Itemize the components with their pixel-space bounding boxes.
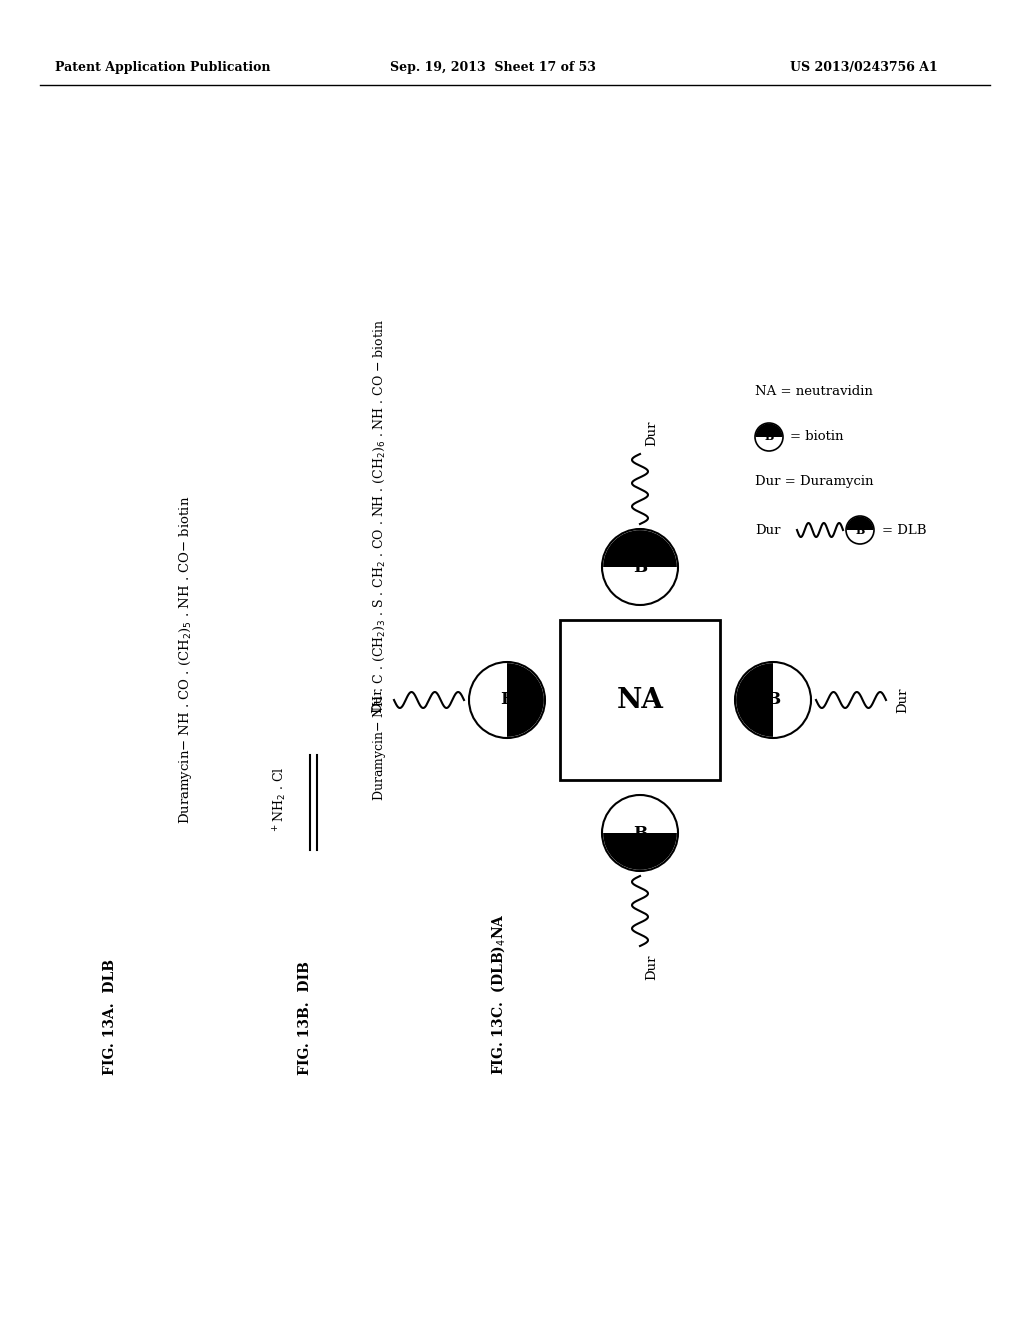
Wedge shape bbox=[603, 833, 677, 870]
Text: Sep. 19, 2013  Sheet 17 of 53: Sep. 19, 2013 Sheet 17 of 53 bbox=[390, 62, 596, 74]
Wedge shape bbox=[847, 516, 873, 531]
Bar bbox=[560, 620, 720, 780]
Text: US 2013/0243756 A1: US 2013/0243756 A1 bbox=[790, 62, 938, 74]
Text: B: B bbox=[633, 825, 647, 842]
Text: B: B bbox=[855, 524, 864, 536]
Text: $^+$NH$_2$ . Cl: $^+$NH$_2$ . Cl bbox=[271, 767, 289, 833]
Text: B: B bbox=[500, 692, 514, 709]
Circle shape bbox=[602, 529, 678, 605]
Text: FIG. 13B.  DIB: FIG. 13B. DIB bbox=[298, 961, 312, 1074]
Text: Dur = Duramycin: Dur = Duramycin bbox=[755, 475, 873, 488]
Text: Dur: Dur bbox=[755, 524, 780, 536]
Text: Dur: Dur bbox=[645, 421, 658, 446]
Text: NA: NA bbox=[616, 686, 664, 714]
Wedge shape bbox=[507, 663, 544, 737]
Text: = biotin: = biotin bbox=[790, 430, 844, 444]
Text: Dur: Dur bbox=[371, 688, 384, 713]
Circle shape bbox=[846, 516, 874, 544]
Text: Dur: Dur bbox=[896, 688, 909, 713]
Wedge shape bbox=[756, 424, 782, 437]
Circle shape bbox=[602, 795, 678, 871]
Text: NA = neutravidin: NA = neutravidin bbox=[755, 385, 872, 399]
Text: FIG. 13A.  DLB: FIG. 13A. DLB bbox=[103, 960, 117, 1074]
Text: = DLB: = DLB bbox=[882, 524, 927, 536]
Text: B: B bbox=[633, 558, 647, 576]
Text: Dur: Dur bbox=[645, 954, 658, 979]
Circle shape bbox=[735, 663, 811, 738]
Text: Patent Application Publication: Patent Application Publication bbox=[55, 62, 270, 74]
Text: B: B bbox=[764, 432, 774, 442]
Circle shape bbox=[755, 422, 783, 451]
Text: B: B bbox=[766, 692, 780, 709]
Text: Duramycin$-$ NH . CO . (CH$_2$)$_5$ . NH . CO$-$ biotin: Duramycin$-$ NH . CO . (CH$_2$)$_5$ . NH… bbox=[176, 496, 194, 824]
Wedge shape bbox=[603, 531, 677, 568]
Text: FIG. 13C.  (DLB)$_4$NA: FIG. 13C. (DLB)$_4$NA bbox=[489, 913, 507, 1074]
Wedge shape bbox=[736, 663, 773, 737]
Text: Duramycin$-$ NH . C . (CH$_2$)$_3$ . S . CH$_2$ . CO . NH . (CH$_2$)$_6$ . NH . : Duramycin$-$ NH . C . (CH$_2$)$_3$ . S .… bbox=[372, 319, 388, 801]
Circle shape bbox=[469, 663, 545, 738]
